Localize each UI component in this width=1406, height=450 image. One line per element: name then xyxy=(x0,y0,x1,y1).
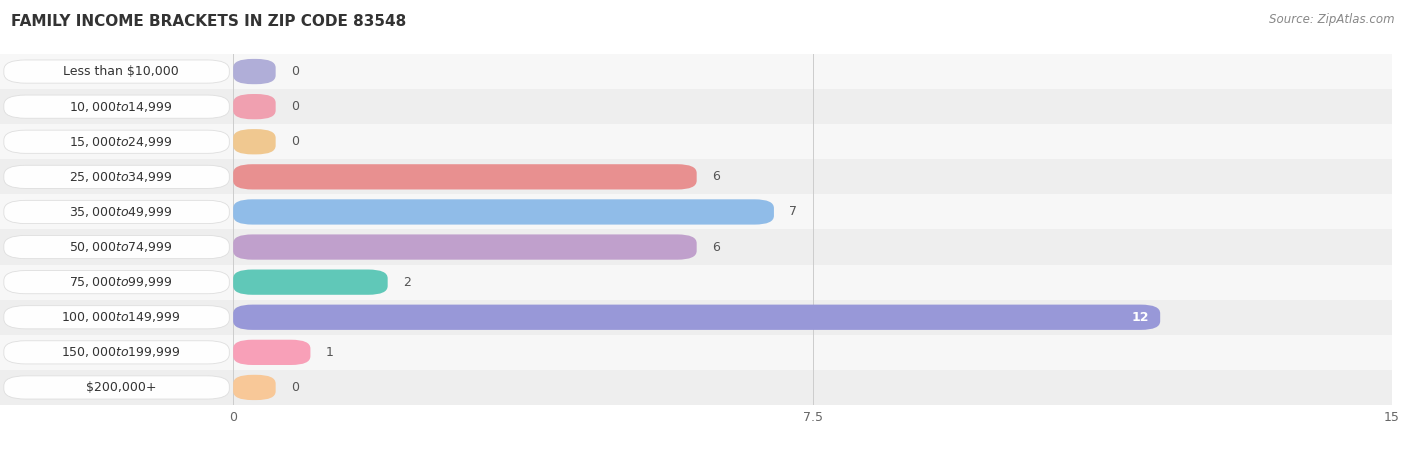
Text: 1: 1 xyxy=(326,346,333,359)
FancyBboxPatch shape xyxy=(4,376,229,399)
FancyBboxPatch shape xyxy=(233,129,276,154)
Text: $10,000 to $14,999: $10,000 to $14,999 xyxy=(69,99,173,114)
Text: $35,000 to $49,999: $35,000 to $49,999 xyxy=(69,205,173,219)
FancyBboxPatch shape xyxy=(0,265,1392,300)
FancyBboxPatch shape xyxy=(0,300,1392,335)
Text: Source: ZipAtlas.com: Source: ZipAtlas.com xyxy=(1270,14,1395,27)
FancyBboxPatch shape xyxy=(233,340,311,365)
FancyBboxPatch shape xyxy=(0,194,1392,230)
FancyBboxPatch shape xyxy=(0,54,1392,89)
FancyBboxPatch shape xyxy=(233,305,1160,330)
FancyBboxPatch shape xyxy=(4,200,229,224)
Text: 6: 6 xyxy=(711,241,720,253)
FancyBboxPatch shape xyxy=(233,94,276,119)
FancyBboxPatch shape xyxy=(4,60,229,83)
FancyBboxPatch shape xyxy=(4,306,229,329)
Text: 7: 7 xyxy=(789,206,797,218)
Text: $150,000 to $199,999: $150,000 to $199,999 xyxy=(62,345,181,360)
FancyBboxPatch shape xyxy=(4,341,229,364)
Text: $100,000 to $149,999: $100,000 to $149,999 xyxy=(62,310,181,324)
Text: 6: 6 xyxy=(711,171,720,183)
FancyBboxPatch shape xyxy=(233,59,276,84)
Text: 0: 0 xyxy=(291,100,299,113)
Text: $75,000 to $99,999: $75,000 to $99,999 xyxy=(69,275,173,289)
Text: $15,000 to $24,999: $15,000 to $24,999 xyxy=(69,135,173,149)
FancyBboxPatch shape xyxy=(0,124,1392,159)
Text: FAMILY INCOME BRACKETS IN ZIP CODE 83548: FAMILY INCOME BRACKETS IN ZIP CODE 83548 xyxy=(11,14,406,28)
FancyBboxPatch shape xyxy=(233,375,276,400)
Text: $25,000 to $34,999: $25,000 to $34,999 xyxy=(69,170,173,184)
FancyBboxPatch shape xyxy=(4,165,229,189)
FancyBboxPatch shape xyxy=(0,370,1392,405)
FancyBboxPatch shape xyxy=(4,270,229,294)
FancyBboxPatch shape xyxy=(4,130,229,153)
FancyBboxPatch shape xyxy=(233,199,773,225)
FancyBboxPatch shape xyxy=(0,159,1392,194)
Text: 12: 12 xyxy=(1130,311,1149,324)
Text: 0: 0 xyxy=(291,65,299,78)
Text: $200,000+: $200,000+ xyxy=(86,381,156,394)
FancyBboxPatch shape xyxy=(233,164,697,189)
Text: $50,000 to $74,999: $50,000 to $74,999 xyxy=(69,240,173,254)
FancyBboxPatch shape xyxy=(0,89,1392,124)
Text: 0: 0 xyxy=(291,381,299,394)
FancyBboxPatch shape xyxy=(4,235,229,259)
FancyBboxPatch shape xyxy=(233,270,388,295)
Text: 0: 0 xyxy=(291,135,299,148)
Text: 2: 2 xyxy=(404,276,411,288)
FancyBboxPatch shape xyxy=(233,234,697,260)
FancyBboxPatch shape xyxy=(4,95,229,118)
FancyBboxPatch shape xyxy=(0,230,1392,265)
Text: Less than $10,000: Less than $10,000 xyxy=(63,65,179,78)
FancyBboxPatch shape xyxy=(0,335,1392,370)
